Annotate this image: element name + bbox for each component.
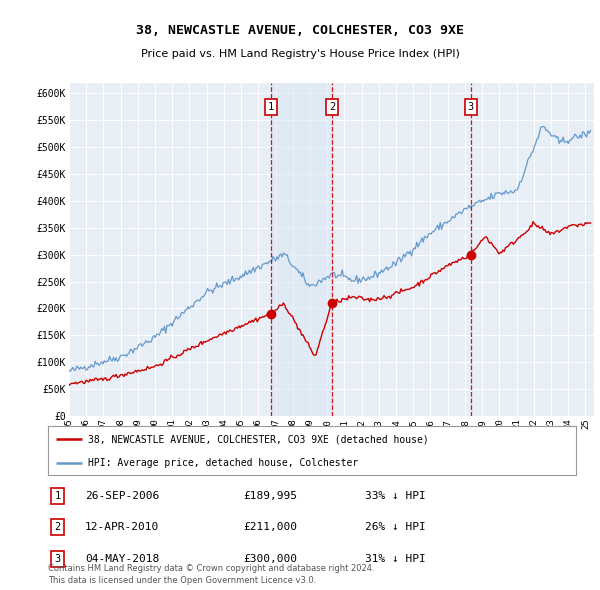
Text: 2: 2 [329,102,335,112]
Text: HPI: Average price, detached house, Colchester: HPI: Average price, detached house, Colc… [88,458,358,468]
Text: 38, NEWCASTLE AVENUE, COLCHESTER, CO3 9XE: 38, NEWCASTLE AVENUE, COLCHESTER, CO3 9X… [136,24,464,37]
Text: 1: 1 [268,102,274,112]
Text: £300,000: £300,000 [244,554,298,564]
Text: 26% ↓ HPI: 26% ↓ HPI [365,522,425,532]
Text: Contains HM Land Registry data © Crown copyright and database right 2024.
This d: Contains HM Land Registry data © Crown c… [48,565,374,585]
Text: 1: 1 [55,491,61,502]
Text: 2: 2 [55,522,61,532]
Bar [271,83,332,416]
Text: £211,000: £211,000 [244,522,298,532]
Text: 31% ↓ HPI: 31% ↓ HPI [365,554,425,564]
Text: 04-MAY-2018: 04-MAY-2018 [85,554,159,564]
Text: 33% ↓ HPI: 33% ↓ HPI [365,491,425,502]
Text: 26-SEP-2006: 26-SEP-2006 [85,491,159,502]
Text: 3: 3 [55,554,61,564]
Text: 12-APR-2010: 12-APR-2010 [85,522,159,532]
Text: Price paid vs. HM Land Registry's House Price Index (HPI): Price paid vs. HM Land Registry's House … [140,50,460,59]
Text: 38, NEWCASTLE AVENUE, COLCHESTER, CO3 9XE (detached house): 38, NEWCASTLE AVENUE, COLCHESTER, CO3 9X… [88,434,428,444]
Text: 3: 3 [467,102,474,112]
Text: £189,995: £189,995 [244,491,298,502]
